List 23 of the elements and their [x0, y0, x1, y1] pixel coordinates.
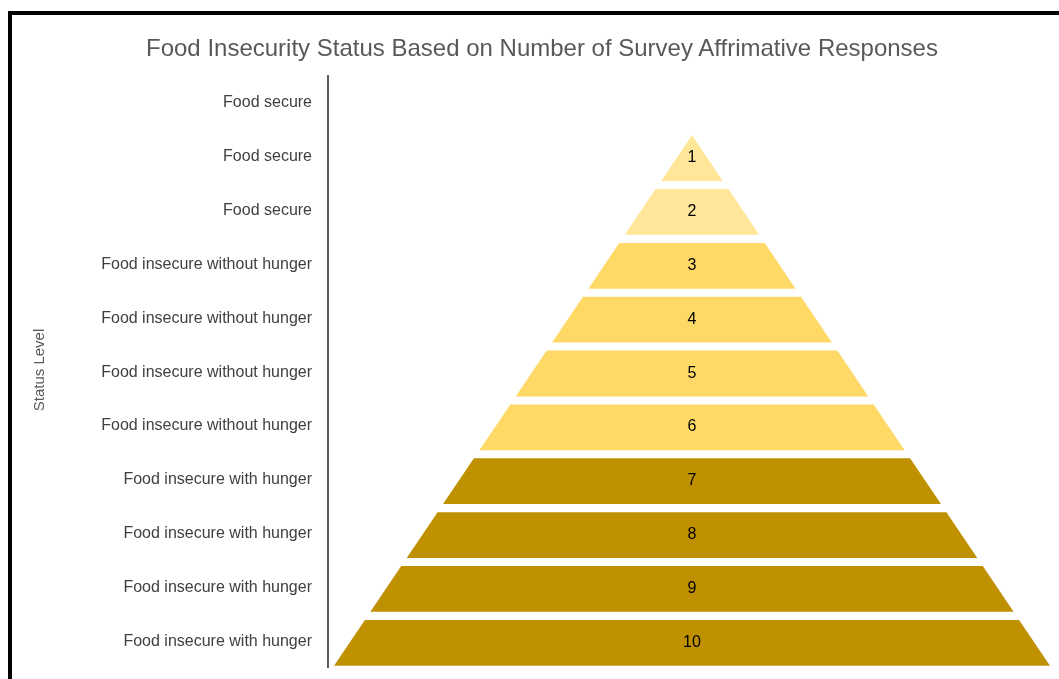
text: Food Insecurity Status Based on Number of Survey Affrimative Responses [146, 34, 938, 61]
category-label: Food insecure without hunger [101, 362, 313, 380]
data-label: 1 [687, 148, 697, 166]
data-label: 10 [683, 632, 701, 650]
data-label: 2 [687, 201, 697, 219]
category-label: Food insecure with hunger [123, 470, 313, 488]
category-label: Food insecure with hunger [123, 524, 313, 542]
data-label: 4 [687, 309, 697, 327]
category-label: Food insecure with hunger [123, 578, 313, 596]
data-label: 3 [687, 255, 697, 273]
data-label: 9 [687, 578, 697, 596]
category-label: Food insecure without hunger [101, 254, 313, 272]
category-label: Food insecure without hunger [101, 416, 313, 434]
data-label: 6 [687, 417, 697, 435]
data-label: 7 [687, 471, 697, 489]
category-label: Food secure [223, 93, 313, 111]
category-label: Food secure [223, 201, 313, 219]
category-label: Food insecure without hunger [101, 308, 313, 326]
data-label: 5 [687, 363, 697, 381]
text: Status Level [30, 328, 47, 412]
category-label: Food secure [223, 147, 313, 165]
category-label: Food insecure with hunger [123, 631, 313, 649]
data-label: 8 [687, 525, 697, 543]
